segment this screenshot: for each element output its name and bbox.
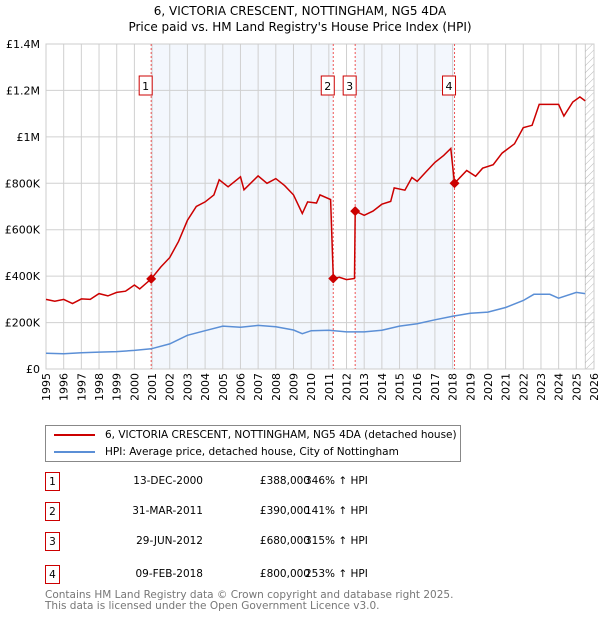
- sale-price: £800,000: [259, 568, 310, 580]
- x-tick-label: 2024: [553, 373, 566, 400]
- x-tick-label: 2011: [323, 373, 336, 400]
- sale-marker-box-3: [342, 75, 357, 96]
- sale-marker-box-2: [320, 75, 335, 96]
- x-tick-label: 2004: [199, 373, 212, 400]
- y-tick-label: £1M: [17, 131, 41, 144]
- x-tick-label: 2006: [234, 373, 247, 400]
- sale-period-shade-0: [151, 44, 334, 369]
- sale-number-badge: 1: [45, 472, 60, 491]
- sale-price: £680,000: [259, 535, 310, 547]
- sale-price: £390,000: [259, 505, 310, 517]
- y-tick-label: £600K: [5, 224, 41, 237]
- x-tick-label: 2005: [217, 373, 230, 400]
- legend-swatch-red: [54, 434, 95, 436]
- legend: 6, VICTORIA CRESCENT, NOTTINGHAM, NG5 4D…: [45, 425, 461, 462]
- x-tick-label: 2020: [482, 373, 495, 400]
- sale-hpi-change: 141% ↑ HPI: [305, 505, 368, 517]
- x-tick-label: 1999: [111, 373, 124, 400]
- x-tick-label: 2016: [411, 373, 424, 400]
- x-tick-label: 2007: [252, 373, 265, 400]
- sale-date: 31-MAR-2011: [132, 505, 203, 517]
- x-tick-label: 2009: [287, 373, 300, 400]
- sale-point-2: [328, 273, 339, 284]
- sale-date: 09-FEB-2018: [135, 568, 203, 580]
- x-tick-label: 2002: [164, 373, 177, 400]
- sale-marker-label-3: 3: [346, 80, 353, 93]
- x-tick-label: 2022: [517, 373, 530, 400]
- y-tick-label: £400K: [5, 270, 41, 283]
- sale-marker-label-2: 2: [324, 80, 331, 93]
- legend-item-property: 6, VICTORIA CRESCENT, NOTTINGHAM, NG5 4D…: [54, 427, 457, 443]
- legend-swatch-blue: [54, 451, 95, 453]
- sale-point-1: [146, 273, 157, 284]
- x-tick-label: 2008: [270, 373, 283, 400]
- sale-row: 1 13-DEC-2000 £388,000 346% ↑ HPI: [45, 472, 445, 492]
- sale-marker-box-1: [138, 75, 153, 96]
- property-price-line: [45, 95, 586, 305]
- y-tick-label: £1.4M: [6, 38, 40, 51]
- x-tick-label: 1997: [75, 373, 88, 400]
- hpi-line: [45, 291, 586, 355]
- sale-number-badge: 3: [45, 532, 60, 551]
- footer-licence: This data is licensed under the Open Gov…: [45, 600, 380, 612]
- sale-hpi-change: 346% ↑ HPI: [305, 475, 368, 487]
- x-tick-label: 2014: [376, 373, 389, 400]
- sale-marker-label-4: 4: [446, 80, 453, 93]
- x-tick-label: 2013: [358, 373, 371, 400]
- x-tick-label: 2015: [394, 373, 407, 400]
- x-tick-label: 2018: [447, 373, 460, 400]
- y-tick-label: £1.2M: [6, 84, 40, 97]
- legend-item-hpi: HPI: Average price, detached house, City…: [54, 444, 399, 460]
- x-tick-label: 2017: [429, 373, 442, 400]
- price-chart: 1995 1996 1997 1998 1999 2000 2001 2002 2003 2004…: [5, 38, 600, 400]
- sale-row: 3 29-JUN-2012 £680,000 315% ↑ HPI: [45, 532, 445, 552]
- sale-marker-label-1: 1: [142, 80, 149, 93]
- x-tick-label: 1998: [93, 373, 106, 400]
- y-tick-label: £0: [26, 363, 40, 376]
- x-tick-label: 2021: [500, 373, 513, 400]
- x-tick-label: 2003: [181, 373, 194, 400]
- plot-frame: [45, 43, 595, 370]
- sale-period-shade-1: [355, 44, 455, 369]
- x-tick-label: 1995: [40, 373, 53, 400]
- x-tick-label: 2010: [305, 373, 318, 400]
- x-tick-label: 2019: [464, 373, 477, 400]
- x-tick-label: 2025: [570, 373, 583, 400]
- sale-date: 29-JUN-2012: [136, 535, 203, 547]
- sale-number-badge: 4: [45, 565, 60, 584]
- x-tick-label: 2023: [535, 373, 548, 400]
- sale-price: £388,000: [259, 475, 310, 487]
- sale-number-badge: 2: [45, 502, 60, 521]
- legend-label-hpi: HPI: Average price, detached house, City…: [105, 446, 399, 458]
- sale-date: 13-DEC-2000: [133, 475, 203, 487]
- legend-label-property: 6, VICTORIA CRESCENT, NOTTINGHAM, NG5 4D…: [105, 429, 457, 441]
- sale-row: 2 31-MAR-2011 £390,000 141% ↑ HPI: [45, 502, 445, 522]
- x-tick-label: 2026: [588, 373, 600, 400]
- sale-row: 4 09-FEB-2018 £800,000 253% ↑ HPI: [45, 565, 445, 585]
- sale-hpi-change: 315% ↑ HPI: [305, 535, 368, 547]
- x-tick-label: 2012: [341, 373, 354, 400]
- x-tick-label: 2001: [146, 373, 159, 400]
- sale-marker-box-4: [442, 75, 457, 96]
- sale-hpi-change: 253% ↑ HPI: [305, 568, 368, 580]
- x-tick-label: 1996: [58, 373, 71, 400]
- y-tick-label: £200K: [5, 317, 41, 330]
- forecast-hatch: [584, 43, 595, 370]
- y-tick-label: £800K: [5, 177, 41, 190]
- chart-subtitle: Price paid vs. HM Land Registry's House …: [128, 20, 472, 34]
- sale-point-3: [350, 206, 361, 217]
- footer-copyright: Contains HM Land Registry data © Crown c…: [45, 589, 454, 601]
- x-tick-label: 2000: [128, 373, 141, 400]
- chart-title: 6, VICTORIA CRESCENT, NOTTINGHAM, NG5 4D…: [153, 4, 447, 18]
- sale-point-4: [449, 178, 460, 189]
